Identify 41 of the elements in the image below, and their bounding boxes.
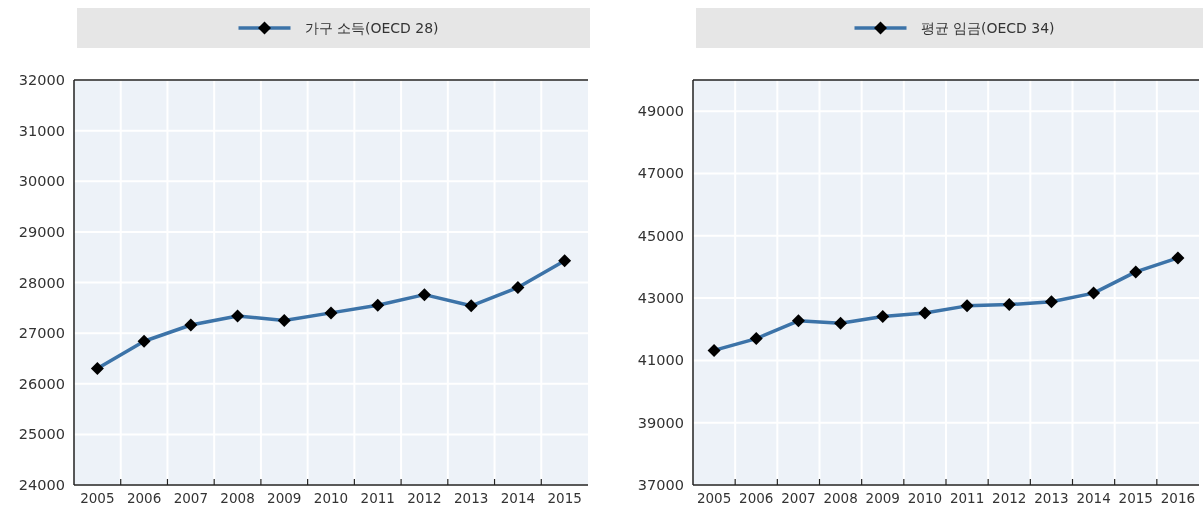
y-tick-label: 45000 [637, 227, 684, 244]
y-tick-label: 31000 [18, 122, 65, 139]
y-tick-label: 26000 [18, 375, 65, 392]
x-tick-label: 2011 [949, 490, 985, 506]
x-tick-label: 2009 [267, 490, 302, 506]
x-tick-label: 2007 [173, 490, 208, 506]
y-tick-label: 30000 [18, 173, 65, 190]
x-tick-label: 2008 [220, 490, 255, 506]
x-tick-label: 2012 [407, 490, 442, 506]
x-tick-label: 2012 [992, 490, 1027, 506]
x-tick-label: 2005 [696, 490, 732, 506]
y-tick-label: 25000 [18, 426, 65, 443]
y-tick-label: 47000 [637, 165, 684, 182]
x-tick-label: 2016 [1160, 490, 1196, 506]
x-tick-label: 2013 [1034, 490, 1069, 506]
x-tick-label: 2006 [126, 490, 162, 506]
x-tick-label: 2015 [1118, 490, 1153, 506]
x-tick-label: 2010 [907, 490, 943, 506]
y-tick-label: 24000 [18, 477, 65, 493]
x-tick-label: 2015 [547, 490, 582, 506]
y-tick-label: 37000 [637, 477, 684, 493]
y-tick-label: 41000 [637, 352, 684, 369]
x-tick-label: 2008 [823, 490, 858, 506]
y-tick-label: 27000 [18, 325, 65, 342]
x-tick-label: 2010 [313, 490, 349, 506]
y-tick-label: 39000 [637, 414, 684, 431]
y-tick-label: 29000 [18, 223, 65, 240]
x-tick-label: 2011 [360, 490, 395, 506]
x-tick-label: 2014 [500, 490, 536, 506]
legend-label: 평균 임금(OECD 34) [920, 20, 1055, 36]
x-tick-label: 2013 [454, 490, 489, 506]
y-tick-label: 43000 [637, 290, 684, 307]
x-tick-label: 2014 [1076, 490, 1111, 506]
x-tick-label: 2005 [80, 490, 115, 506]
y-tick-label: 32000 [18, 72, 65, 88]
x-tick-label: 2006 [739, 490, 774, 506]
y-tick-label: 28000 [18, 274, 65, 291]
legend-label: 가구 소득(OECD 28) [304, 20, 439, 36]
y-tick-label: 49000 [637, 103, 684, 120]
x-tick-label: 2009 [865, 490, 900, 506]
x-tick-label: 2007 [781, 490, 816, 506]
